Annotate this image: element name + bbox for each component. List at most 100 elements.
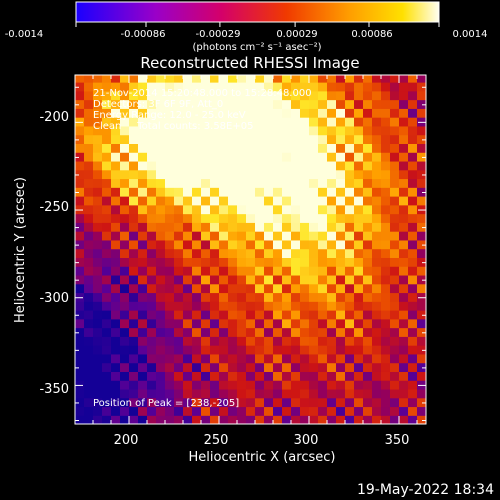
heatmap-cell — [228, 125, 238, 136]
heatmap-cell — [336, 187, 346, 197]
heatmap-cell — [246, 301, 256, 311]
heatmap-cell — [84, 160, 94, 171]
heatmap-cell — [282, 231, 292, 241]
heatmap-cell — [210, 239, 220, 250]
heatmap-cell — [390, 406, 400, 416]
heatmap-cell — [381, 266, 391, 276]
heatmap-cell — [309, 187, 319, 197]
heatmap-cell — [219, 143, 229, 153]
heatmap-cell — [318, 169, 328, 180]
heatmap-cell — [84, 152, 94, 162]
heatmap-cell — [408, 134, 418, 144]
heatmap-cell — [327, 257, 337, 267]
heatmap-cell — [219, 222, 229, 232]
heatmap-cell — [345, 75, 355, 83]
heatmap-cell — [273, 283, 283, 294]
heatmap-cell — [138, 362, 148, 372]
heatmap-cell — [399, 222, 409, 232]
heatmap-cell — [147, 371, 157, 381]
heatmap-cell — [273, 415, 283, 424]
heatmap-cell — [102, 266, 112, 276]
heatmap-cell — [390, 362, 400, 372]
heatmap-cell — [327, 160, 337, 171]
heatmap-cell — [399, 204, 409, 215]
heatmap-cell — [129, 196, 139, 206]
heatmap-cell — [417, 362, 426, 372]
y-tick-label: -250 — [39, 200, 69, 215]
heatmap-cell — [282, 125, 292, 136]
heatmap-cell — [75, 248, 85, 258]
heatmap-cell — [390, 90, 400, 101]
heatmap-cell — [390, 239, 400, 250]
heatmap-cell — [129, 318, 139, 329]
heatmap-cell — [354, 213, 364, 223]
heatmap-cell — [120, 222, 130, 232]
heatmap-cell — [201, 75, 211, 83]
heatmap-cell — [228, 266, 238, 276]
heatmap-cell — [264, 318, 274, 329]
heatmap-cell — [282, 318, 292, 329]
heatmap-cell — [129, 117, 139, 127]
heatmap-cell — [282, 327, 292, 337]
heatmap-cell — [84, 380, 94, 390]
heatmap-cell — [282, 82, 292, 92]
heatmap-cell — [201, 82, 211, 92]
heatmap-cell — [147, 266, 157, 276]
heatmap-cell — [363, 169, 373, 180]
heatmap-cell — [237, 187, 247, 197]
heatmap-cell — [102, 371, 112, 381]
heatmap-cell — [255, 248, 265, 258]
heatmap-cell — [147, 178, 157, 188]
heatmap-cell — [75, 380, 85, 390]
heatmap-cell — [120, 75, 130, 83]
heatmap-cell — [129, 222, 139, 232]
heatmap-cell — [102, 353, 112, 364]
heatmap-cell — [120, 353, 130, 364]
heatmap-cell — [111, 222, 121, 232]
heatmap-cell — [372, 75, 382, 83]
heatmap-cell — [138, 248, 148, 258]
heatmap-cell — [219, 283, 229, 294]
heatmap-cell — [345, 134, 355, 144]
heatmap-cell — [129, 380, 139, 390]
heatmap-cell — [93, 380, 103, 390]
heatmap-cell — [210, 134, 220, 144]
heatmap-cell — [417, 283, 426, 294]
heatmap-cell — [390, 99, 400, 109]
heatmap-cell — [399, 160, 409, 171]
heatmap-cell — [147, 143, 157, 153]
heatmap-cell — [354, 152, 364, 162]
heatmap-cell — [129, 283, 139, 294]
heatmap-cell — [156, 160, 166, 171]
heatmap-cell — [120, 187, 130, 197]
heatmap-cell — [237, 345, 247, 355]
heatmap-cell — [120, 178, 130, 188]
heatmap-cell — [237, 117, 247, 127]
heatmap-cell — [399, 371, 409, 381]
heatmap-cell — [336, 327, 346, 337]
heatmap-cell — [282, 160, 292, 171]
heatmap-cell — [300, 274, 310, 285]
heatmap-cell — [192, 283, 202, 294]
heatmap-cell — [183, 388, 193, 399]
heatmap-cell — [201, 108, 211, 118]
heatmap-cell — [111, 196, 121, 206]
heatmap-cell — [174, 160, 184, 171]
heatmap-cell — [75, 187, 85, 197]
heatmap-cell — [291, 388, 301, 399]
heatmap-cell — [201, 204, 211, 215]
heatmap-cell — [93, 143, 103, 153]
heatmap-cell — [246, 178, 256, 188]
heatmap-cell — [417, 82, 426, 92]
heatmap-cell — [345, 362, 355, 372]
heatmap-cell — [237, 397, 247, 408]
heatmap-cell — [138, 345, 148, 355]
heatmap-cell — [408, 143, 418, 153]
heatmap-cell — [219, 82, 229, 92]
heatmap-cell — [372, 187, 382, 197]
heatmap-cell — [147, 169, 157, 180]
heatmap-cell — [381, 397, 391, 408]
x-axis-label: Heliocentric X (arcsec) — [189, 450, 336, 465]
heatmap-cell — [228, 257, 238, 267]
heatmap-cell — [192, 99, 202, 109]
